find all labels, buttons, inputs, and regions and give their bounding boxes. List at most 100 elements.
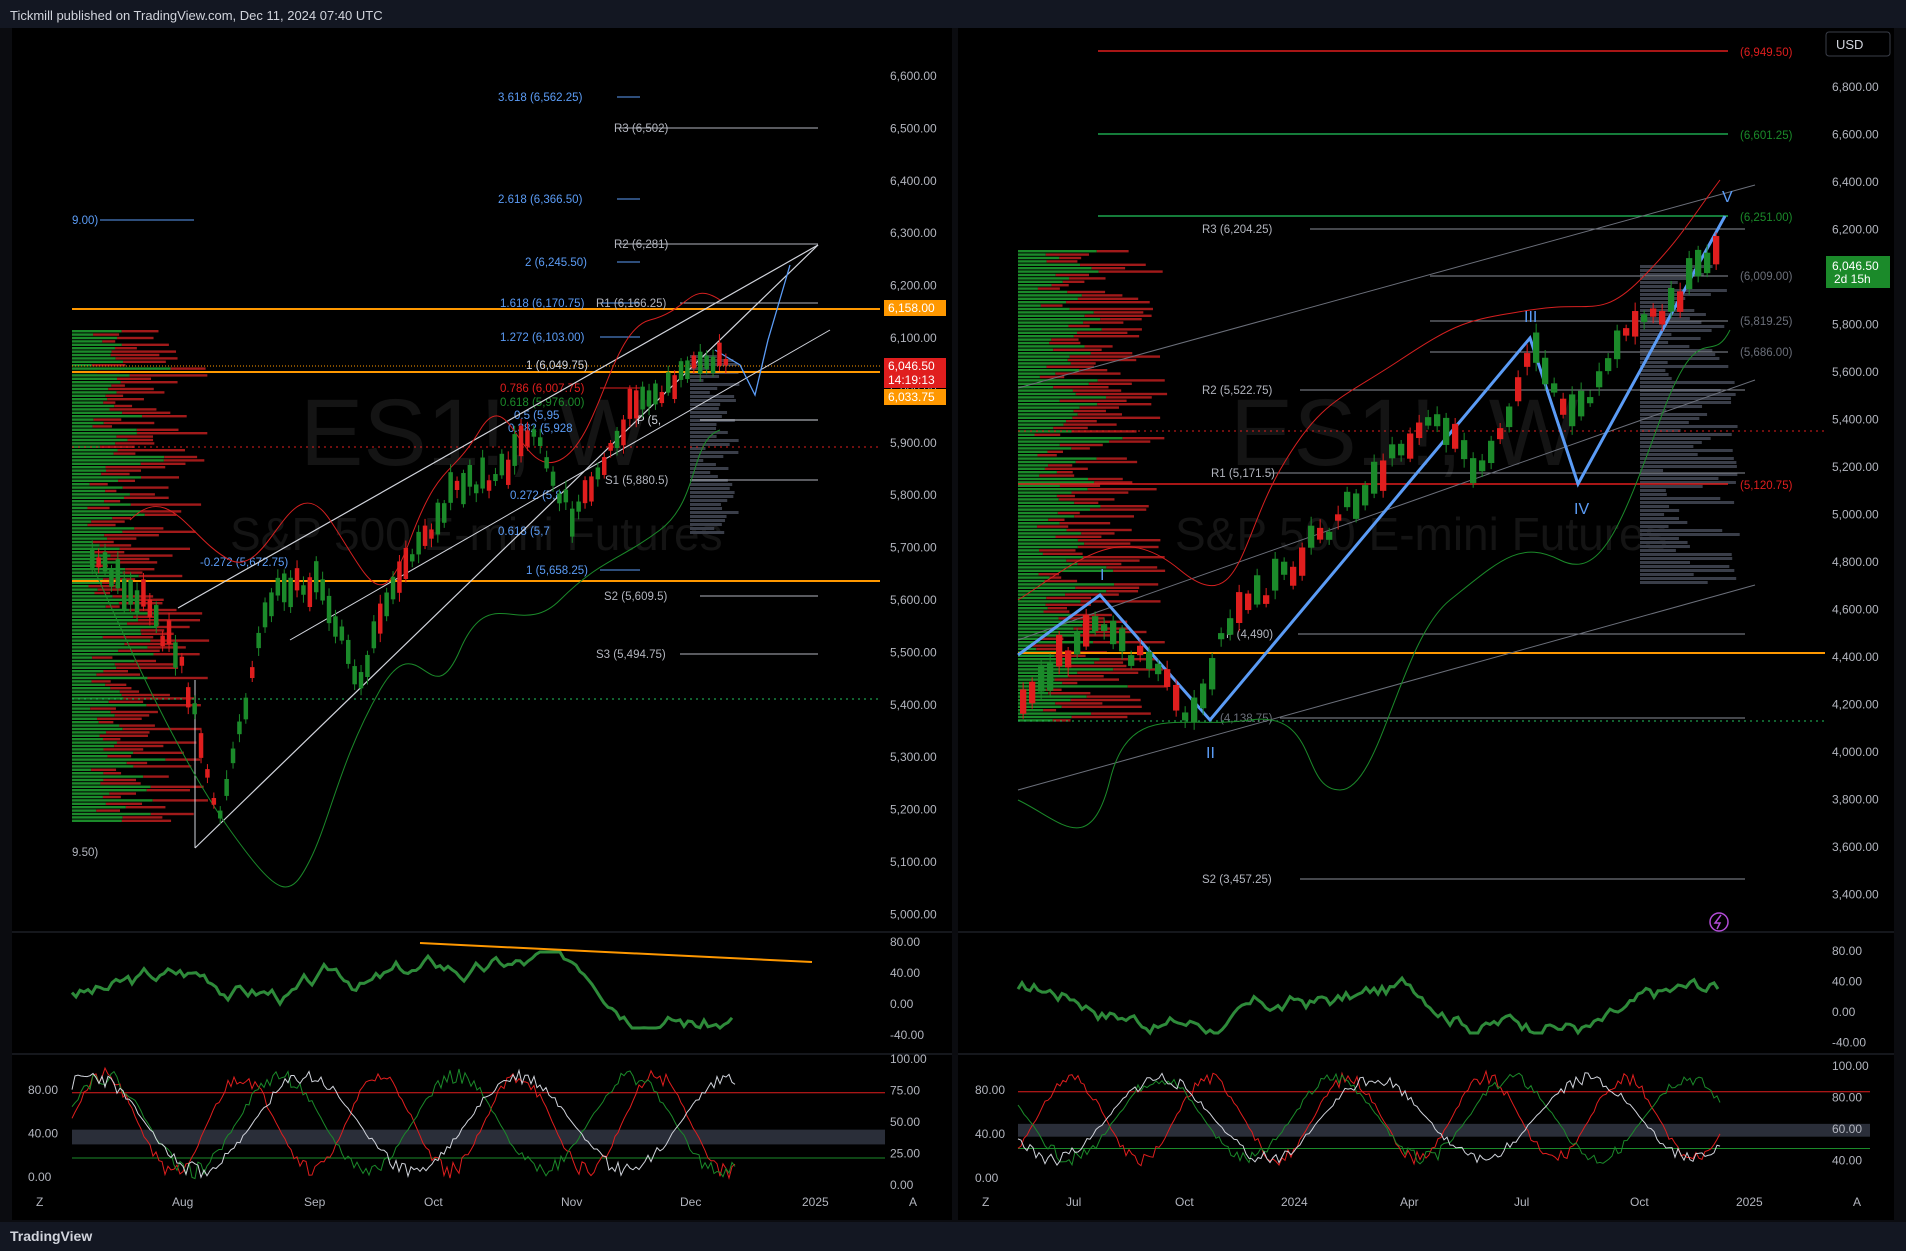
left-vp-up — [72, 684, 105, 686]
scale-toggle[interactable]: A — [1853, 1195, 1861, 1209]
right-vp-up — [1018, 604, 1046, 606]
scale-toggle[interactable]: Z — [36, 1195, 43, 1209]
left-vp-down — [151, 786, 204, 788]
left-vp-down — [103, 670, 128, 672]
left-price-tick: 6,100.00 — [890, 331, 937, 345]
right-vp-down — [1089, 383, 1132, 385]
right-candle — [1497, 428, 1503, 439]
left-vp-fixed — [690, 399, 736, 402]
left-price-tick: 6,500.00 — [890, 121, 937, 135]
right-time-tick: Apr — [1400, 1195, 1419, 1209]
left-vp-down — [102, 340, 115, 342]
left-vp-down — [111, 711, 158, 713]
right-vp-up — [1018, 267, 1092, 269]
right-vp-up — [1018, 529, 1067, 531]
footer-bar: TradingView — [0, 1222, 1906, 1251]
scale-toggle[interactable]: A — [909, 1195, 917, 1209]
left-candle — [423, 526, 427, 546]
left-candle — [90, 548, 94, 568]
right-candle — [1218, 633, 1224, 639]
left-osc2-right-tick: 100.00 — [890, 1052, 927, 1066]
right-vp-fixed — [1640, 445, 1693, 448]
left-tag-lower: 6,033.75 — [888, 390, 935, 404]
right-candle — [1065, 650, 1071, 667]
chart-stage: ES1!, W S&P 500 E-mini Futures 3.618 (6,… — [0, 0, 1906, 1222]
left-osc2-left-tick: 40.00 — [28, 1127, 58, 1141]
right-vp-up — [1018, 274, 1056, 276]
left-candle — [468, 465, 472, 487]
right-vp-down — [1045, 580, 1078, 582]
left-vp-fixed — [690, 423, 716, 426]
left-candle — [596, 467, 600, 479]
left-level-label: 1.618 (6,170.75) — [500, 298, 585, 310]
right-candle — [1191, 698, 1197, 723]
left-candle — [372, 621, 376, 648]
left-vp-up — [72, 748, 104, 750]
right-vp-down — [1048, 519, 1064, 521]
left-vp-down — [109, 701, 143, 703]
scale-toggle[interactable]: Z — [982, 1195, 989, 1209]
left-chart[interactable]: ES1!, W S&P 500 E-mini Futures 3.618 (6,… — [12, 28, 952, 1220]
wave-label-4: IV — [1574, 501, 1589, 518]
right-vp-fixed — [1640, 517, 1679, 520]
left-vp-down — [103, 738, 120, 740]
left-candle — [448, 472, 452, 503]
right-vp-down — [1084, 542, 1130, 544]
right-vp-up — [1018, 522, 1060, 524]
right-vp-fixed — [1640, 433, 1732, 436]
right-candle — [1092, 616, 1098, 631]
right-vp-down — [1123, 437, 1165, 439]
right-vp-down — [1072, 716, 1128, 718]
left-vp-up — [72, 701, 109, 703]
right-vp-up — [1018, 539, 1078, 541]
left-candle — [640, 387, 644, 410]
left-vp-down — [100, 544, 131, 546]
left-vp-up — [72, 687, 110, 689]
right-vp-up — [1018, 376, 1040, 378]
right-candle — [1362, 485, 1368, 505]
left-vp-down — [134, 527, 163, 529]
right-level-label: (5,120.75) — [1740, 480, 1793, 492]
right-vp-down — [1083, 321, 1123, 323]
left-vp-up — [72, 714, 115, 716]
right-vp-down — [1069, 277, 1105, 279]
left-candle — [154, 605, 158, 627]
left-candle — [455, 481, 459, 490]
left-candle — [692, 355, 696, 368]
tradingview-logo[interactable]: TradingView — [10, 1228, 92, 1244]
left-candle — [224, 779, 228, 796]
left-vp-down — [142, 415, 187, 417]
right-vp-down — [1067, 529, 1132, 531]
right-vp-down — [1106, 566, 1157, 568]
right-vp-down — [1047, 260, 1078, 262]
right-vp-up — [1018, 434, 1035, 436]
right-candle — [1254, 575, 1260, 604]
right-vp-fixed — [1640, 285, 1671, 288]
right-vp-up — [1018, 559, 1066, 561]
right-candle — [1713, 236, 1719, 264]
right-candle — [1038, 665, 1044, 692]
left-vp-down — [107, 398, 144, 400]
left-vp-up — [72, 803, 106, 805]
right-vp-up — [1018, 257, 1059, 259]
left-candle — [519, 426, 523, 457]
left-vp-down — [100, 782, 140, 784]
right-candle — [1308, 526, 1314, 548]
right-chart[interactable]: ES1!, W S&P 500 E-mini Futures (6,949.50… — [958, 28, 1894, 1220]
left-vp-down — [123, 728, 202, 730]
right-vp-down — [1093, 641, 1165, 643]
left-vp-up — [72, 646, 147, 648]
right-vp-fixed — [1640, 493, 1667, 496]
left-candle — [704, 356, 708, 369]
left-vp-down — [120, 548, 190, 550]
right-candle — [1056, 635, 1062, 667]
left-time-tick: Oct — [424, 1195, 443, 1209]
right-vp-up — [1018, 495, 1057, 497]
right-vp-up — [1018, 410, 1074, 412]
left-level-label: 2 (6,245.50) — [525, 257, 587, 269]
right-vp-up — [1018, 553, 1043, 555]
right-vp-down — [1087, 695, 1130, 697]
right-vp-down — [1109, 440, 1150, 442]
left-band — [72, 1130, 885, 1145]
left-osc2-right-tick: 75.00 — [890, 1084, 920, 1098]
